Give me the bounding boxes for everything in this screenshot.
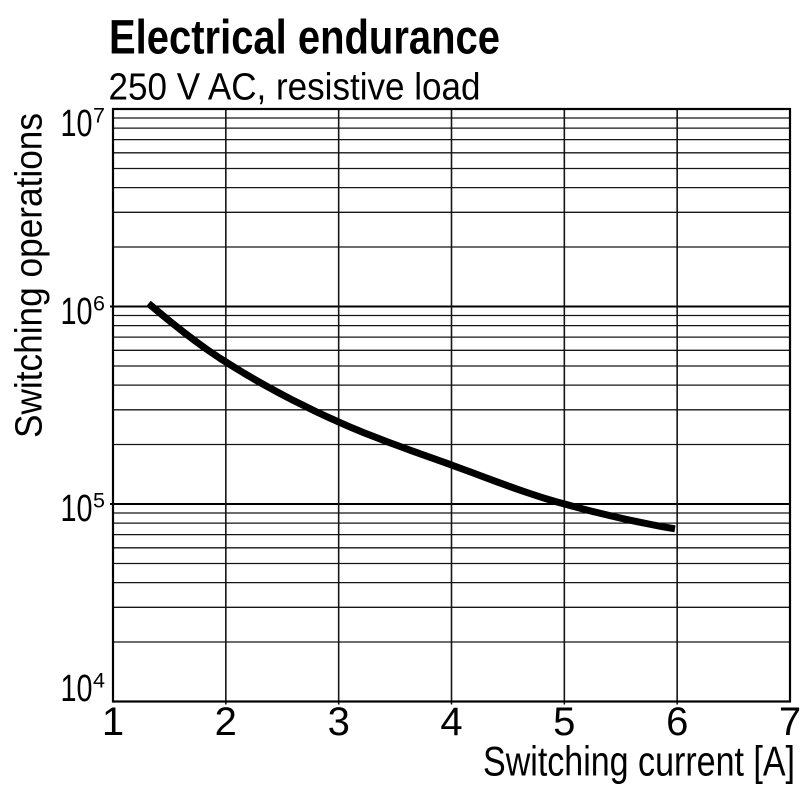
svg-text:6: 6 (93, 292, 105, 316)
svg-text:Switching operations: Switching operations (9, 113, 51, 438)
svg-text:Switching current [A]: Switching current [A] (483, 738, 795, 785)
svg-text:2: 2 (215, 700, 237, 744)
svg-text:7: 7 (93, 104, 105, 128)
svg-text:3: 3 (328, 700, 350, 744)
svg-text:5: 5 (93, 489, 105, 513)
svg-text:250 V AC, resistive load: 250 V AC, resistive load (109, 67, 481, 109)
svg-text:1: 1 (102, 700, 124, 744)
svg-text:10: 10 (61, 291, 93, 333)
svg-text:Electrical endurance: Electrical endurance (109, 12, 500, 65)
svg-text:4: 4 (93, 669, 105, 693)
svg-text:6: 6 (666, 700, 688, 744)
svg-text:10: 10 (61, 103, 93, 145)
svg-text:10: 10 (61, 668, 93, 710)
svg-text:4: 4 (440, 700, 462, 744)
svg-text:10: 10 (61, 488, 93, 530)
svg-text:5: 5 (553, 700, 575, 744)
svg-text:7: 7 (779, 700, 800, 744)
